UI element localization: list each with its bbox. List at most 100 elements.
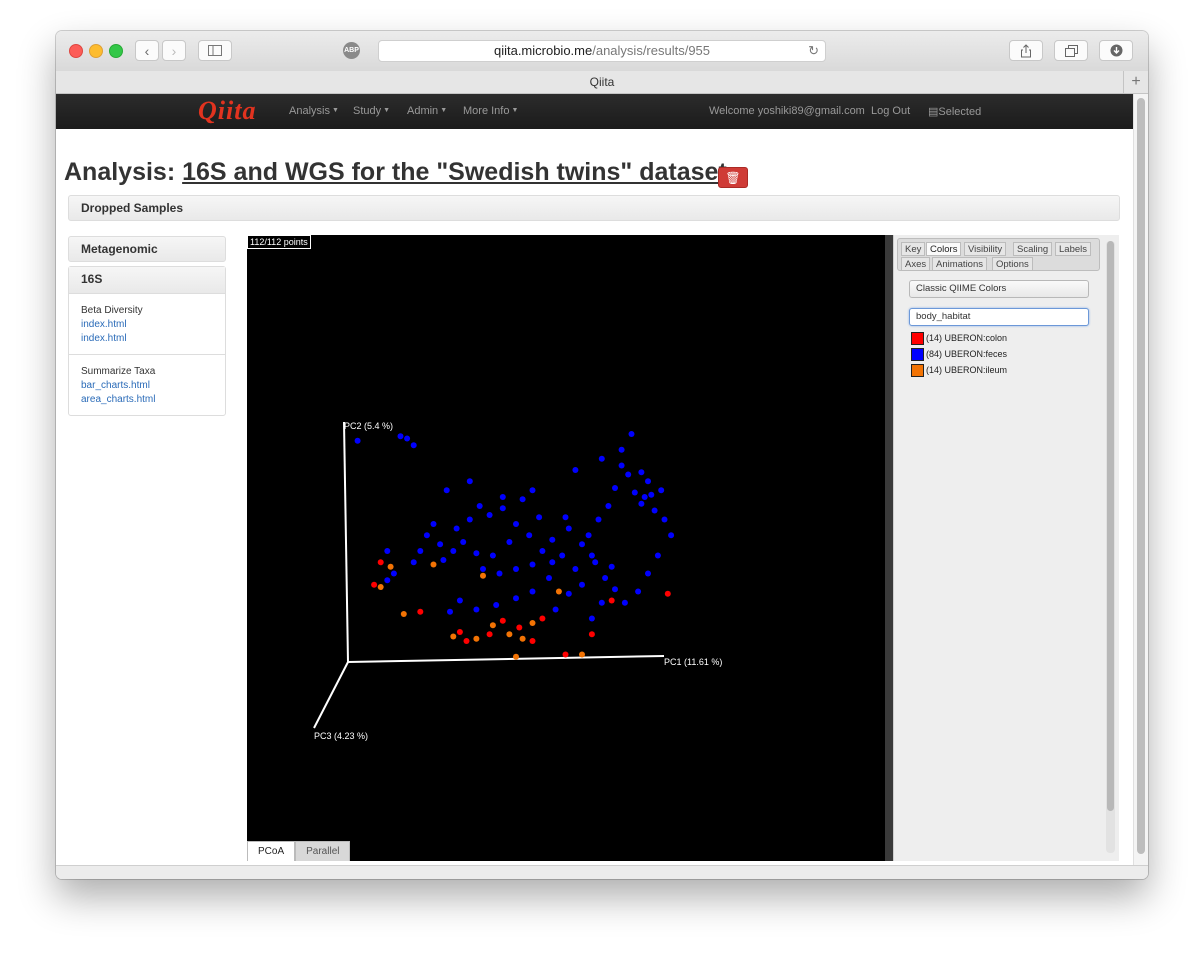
tab-parallel[interactable]: Parallel bbox=[295, 841, 351, 861]
dropped-samples-panel[interactable]: Dropped Samples bbox=[68, 195, 1120, 221]
nav-admin-menu[interactable]: Admin ▼ bbox=[407, 105, 448, 117]
sample-point[interactable] bbox=[559, 552, 566, 559]
panel-resize-handle[interactable] bbox=[885, 235, 893, 861]
sample-point[interactable] bbox=[513, 653, 519, 660]
sample-point[interactable] bbox=[549, 536, 556, 543]
sample-point[interactable] bbox=[529, 620, 536, 626]
sample-point[interactable] bbox=[552, 606, 559, 613]
sample-point[interactable] bbox=[489, 622, 496, 629]
color-category-select[interactable]: body_habitat bbox=[909, 308, 1089, 326]
sample-point[interactable] bbox=[486, 512, 493, 518]
sample-point[interactable] bbox=[473, 635, 480, 642]
adblock-icon[interactable]: ABP bbox=[343, 42, 360, 59]
sample-point[interactable] bbox=[423, 532, 430, 539]
color-swatch[interactable] bbox=[911, 331, 924, 345]
sample-point[interactable] bbox=[641, 494, 648, 500]
sample-point[interactable] bbox=[506, 539, 513, 545]
nav-study-menu[interactable]: Study ▼ bbox=[353, 105, 391, 117]
sample-point[interactable] bbox=[595, 516, 602, 523]
sample-point[interactable] bbox=[473, 606, 480, 613]
close-window-button[interactable] bbox=[69, 44, 83, 58]
sample-point[interactable] bbox=[565, 525, 572, 532]
beta-diversity-link-2[interactable]: index.html bbox=[81, 333, 127, 344]
color-scheme-select[interactable]: Classic QIIME Colors bbox=[909, 280, 1089, 298]
sample-point[interactable] bbox=[579, 651, 585, 658]
share-button[interactable] bbox=[1009, 40, 1043, 61]
sidebar-item-metagenomic[interactable]: Metagenomic bbox=[68, 236, 226, 262]
tab-colors[interactable]: Colors bbox=[926, 242, 962, 256]
sample-point[interactable] bbox=[546, 575, 552, 581]
emperor-3d-plot[interactable]: PC1 (11.61 %) PC2 (5.4 %) PC3 (4.23 %) 112… bbox=[247, 235, 893, 861]
sample-point[interactable] bbox=[618, 446, 625, 453]
sample-point[interactable] bbox=[519, 635, 526, 642]
tab-key[interactable]: Key bbox=[901, 242, 926, 256]
sample-point[interactable] bbox=[519, 496, 526, 503]
sample-point[interactable] bbox=[608, 597, 615, 604]
sample-point[interactable] bbox=[387, 563, 394, 570]
reload-icon[interactable]: ↻ bbox=[808, 43, 819, 58]
logout-link[interactable]: Log Out bbox=[871, 105, 911, 117]
sample-point[interactable] bbox=[612, 485, 618, 491]
sample-point[interactable] bbox=[588, 631, 595, 638]
sample-point[interactable] bbox=[579, 541, 585, 548]
sample-point[interactable] bbox=[565, 590, 572, 597]
sample-point[interactable] bbox=[562, 514, 569, 521]
sample-point[interactable] bbox=[390, 570, 397, 577]
sample-point[interactable] bbox=[628, 431, 635, 437]
tab-axes[interactable]: Axes bbox=[901, 257, 931, 271]
sample-point[interactable] bbox=[447, 608, 453, 615]
sample-point[interactable] bbox=[410, 559, 417, 566]
back-button[interactable]: ‹ bbox=[135, 40, 159, 61]
sample-point[interactable] bbox=[513, 566, 519, 572]
sample-point[interactable] bbox=[529, 561, 536, 568]
color-swatch[interactable] bbox=[911, 347, 924, 361]
sample-point[interactable] bbox=[384, 548, 391, 554]
sample-point[interactable] bbox=[456, 629, 463, 635]
sample-point[interactable] bbox=[631, 489, 638, 496]
forward-button[interactable]: › bbox=[162, 40, 186, 61]
sample-point[interactable] bbox=[621, 599, 628, 606]
color-swatch[interactable] bbox=[911, 363, 924, 377]
sample-point[interactable] bbox=[506, 631, 513, 638]
sample-point[interactable] bbox=[658, 487, 665, 494]
sample-point[interactable] bbox=[572, 467, 579, 473]
qiita-logo[interactable]: Qiita bbox=[198, 96, 257, 125]
sample-point[interactable] bbox=[450, 548, 457, 554]
tabs-overview-button[interactable] bbox=[1054, 40, 1088, 61]
sample-point[interactable] bbox=[354, 437, 361, 444]
sample-point[interactable] bbox=[400, 611, 407, 617]
sample-point[interactable] bbox=[579, 581, 585, 588]
sample-point[interactable] bbox=[539, 548, 546, 554]
sample-point[interactable] bbox=[499, 494, 506, 500]
sample-point[interactable] bbox=[588, 615, 595, 622]
tab-labels[interactable]: Labels bbox=[1055, 242, 1091, 256]
downloads-button[interactable] bbox=[1099, 40, 1133, 61]
sidebar-toggle-button[interactable] bbox=[198, 40, 232, 61]
sample-point[interactable] bbox=[651, 507, 658, 514]
sample-point[interactable] bbox=[453, 525, 460, 532]
sample-point[interactable] bbox=[430, 521, 437, 527]
sample-point[interactable] bbox=[588, 552, 595, 559]
sample-point[interactable] bbox=[625, 471, 632, 478]
page-scrollbar[interactable] bbox=[1133, 94, 1148, 865]
nav-more-info-menu[interactable]: More Info ▼ bbox=[463, 105, 519, 117]
browser-tab-title[interactable]: Qiita bbox=[589, 75, 615, 89]
sample-point[interactable] bbox=[585, 532, 592, 539]
sample-point[interactable] bbox=[645, 478, 651, 485]
selected-link[interactable]: ▤Selected bbox=[928, 106, 982, 118]
sample-point[interactable] bbox=[437, 541, 444, 548]
sidebar-item-16s[interactable]: 16S bbox=[69, 267, 225, 294]
tab-options[interactable]: Options bbox=[992, 257, 1033, 271]
sample-point[interactable] bbox=[410, 442, 417, 449]
sample-point[interactable] bbox=[648, 491, 655, 498]
sample-point[interactable] bbox=[549, 559, 556, 566]
area-charts-link[interactable]: area_charts.html bbox=[81, 394, 156, 405]
sample-point[interactable] bbox=[572, 566, 579, 572]
sample-point[interactable] bbox=[486, 631, 493, 638]
sample-point[interactable] bbox=[608, 563, 615, 570]
tab-pcoa[interactable]: PCoA bbox=[247, 841, 296, 861]
sample-point[interactable] bbox=[536, 514, 543, 521]
sample-point[interactable] bbox=[466, 478, 473, 485]
sample-point[interactable] bbox=[466, 516, 473, 523]
sample-point[interactable] bbox=[493, 602, 500, 608]
